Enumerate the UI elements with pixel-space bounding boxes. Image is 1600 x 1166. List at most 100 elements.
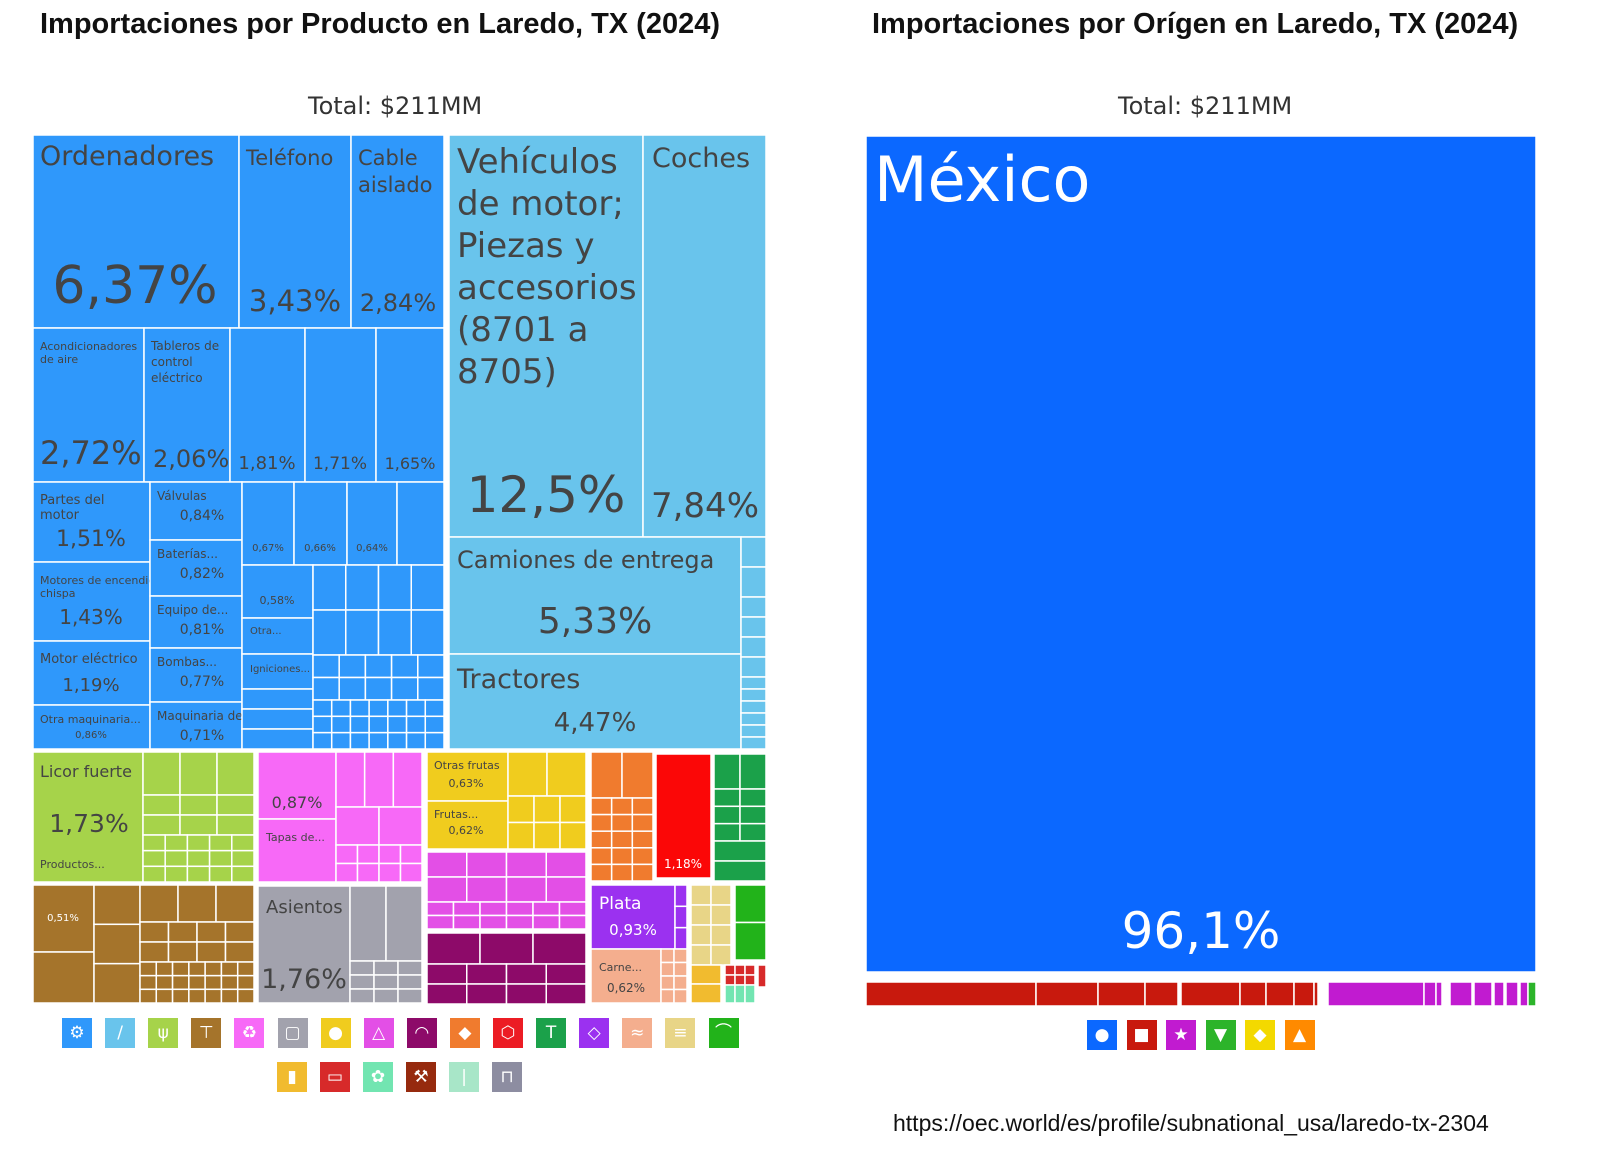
tile-instruments[interactable] [545, 963, 587, 985]
shoe-icon[interactable]: ⌒ [708, 1018, 739, 1048]
stone-icon[interactable]: ◆ [449, 1018, 480, 1048]
tile-foodstuffs[interactable] [208, 834, 233, 852]
tile-mineral[interactable] [610, 797, 634, 816]
anvil-icon[interactable]: ⊤ [191, 1018, 222, 1048]
tile-precious[interactable] [590, 884, 676, 950]
tile-chemicals[interactable] [545, 876, 587, 903]
tile-textiles[interactable] [713, 822, 741, 842]
tile-machinery[interactable] [241, 564, 314, 619]
tile-hides[interactable] [204, 974, 223, 991]
tile-vegetables[interactable] [559, 821, 587, 850]
cow-icon[interactable]: ≈ [622, 1018, 653, 1048]
tile-metals[interactable] [257, 885, 351, 1004]
tile-foodstuffs[interactable] [142, 814, 181, 836]
tile-europe[interactable] [1423, 981, 1437, 1007]
tile-machinery[interactable] [312, 676, 340, 701]
tile-machinery[interactable] [312, 654, 340, 679]
tile-hides[interactable] [167, 941, 198, 963]
tile-paper[interactable] [710, 944, 732, 966]
tile-chemicals[interactable] [426, 914, 455, 930]
tile-hides[interactable] [33, 951, 95, 1004]
tile-instruments[interactable] [505, 983, 547, 1005]
tile-vegetables[interactable] [507, 751, 548, 797]
tile-machinery[interactable] [349, 731, 370, 750]
tile-paper[interactable] [710, 904, 732, 926]
tile-asia[interactable] [1035, 981, 1099, 1007]
tile-foodstuffs[interactable] [179, 814, 218, 836]
tile-vegetables[interactable] [426, 800, 509, 850]
tile-hides[interactable] [171, 974, 190, 991]
tile-foodstuffs[interactable] [216, 751, 255, 796]
tile-arts[interactable] [757, 964, 766, 988]
tile-hides[interactable] [155, 961, 174, 977]
tile-machinery[interactable] [312, 731, 333, 750]
tile-transport[interactable] [740, 616, 766, 638]
tile-machinery[interactable] [312, 564, 347, 611]
tile-transport[interactable] [642, 135, 766, 538]
tile-hides[interactable] [93, 962, 141, 1004]
tile-machinery[interactable] [312, 715, 333, 734]
tile-machinery[interactable] [405, 731, 427, 750]
tile-chemicals[interactable] [452, 914, 481, 930]
tile-footwear[interactable] [734, 884, 766, 924]
tile-vegetables[interactable] [507, 821, 535, 850]
tile-machinery[interactable] [405, 699, 427, 718]
tile-metals[interactable] [349, 960, 375, 976]
tile-machinery[interactable] [368, 699, 389, 718]
tile-machinery[interactable] [387, 731, 408, 750]
hide-icon[interactable]: ✿ [363, 1062, 393, 1092]
tile-plastics[interactable] [363, 751, 395, 808]
europe-icon[interactable]: ★ [1166, 1020, 1196, 1050]
tile-mexico[interactable] [866, 136, 1536, 973]
tile-animal-products[interactable] [660, 988, 675, 1004]
tile-chemicals[interactable] [532, 901, 561, 917]
tile-foodstuffs[interactable] [179, 794, 218, 816]
tile-machinery[interactable] [387, 715, 408, 734]
tile-weapons[interactable] [724, 984, 736, 1004]
tile-vegetables[interactable] [507, 795, 535, 824]
tile-hides[interactable] [139, 961, 158, 977]
tile-machinery[interactable] [33, 704, 151, 750]
tile-transport[interactable] [448, 536, 742, 655]
tile-textiles[interactable] [713, 805, 741, 825]
tile-asia[interactable] [1097, 981, 1146, 1007]
tile-paper[interactable] [710, 924, 732, 946]
tile-foodstuffs[interactable] [179, 751, 218, 796]
tile-foodstuffs[interactable] [208, 865, 233, 883]
tile-machinery[interactable] [241, 688, 314, 710]
tile-machinery[interactable] [368, 731, 389, 750]
tile-vegetables[interactable] [546, 751, 587, 797]
tile-asia[interactable] [1293, 981, 1315, 1007]
tile-metals[interactable] [397, 974, 423, 990]
tile-arts[interactable] [744, 964, 756, 976]
tile-mineral[interactable] [610, 813, 634, 832]
tile-chemicals[interactable] [466, 876, 508, 903]
tile-plastics[interactable] [378, 844, 402, 865]
tile-mineral[interactable] [631, 797, 654, 816]
tile-metals[interactable] [385, 885, 423, 962]
tile-machinery[interactable] [33, 327, 145, 483]
tile-instruments[interactable] [505, 963, 547, 985]
oceania-icon[interactable]: ▲ [1284, 1020, 1315, 1050]
tile-animal-products[interactable] [673, 948, 688, 964]
tile-mineral[interactable] [631, 813, 654, 832]
tile-chemicals[interactable] [479, 901, 508, 917]
tile-transport[interactable] [740, 596, 766, 618]
tile-chemicals[interactable] [426, 876, 468, 903]
tile-precious[interactable] [674, 905, 688, 929]
tile-plastics[interactable] [378, 806, 423, 846]
tile-chemicals[interactable] [505, 876, 547, 903]
tile-hides[interactable] [139, 974, 158, 991]
tile-machinery[interactable] [330, 699, 352, 718]
tile-hides[interactable] [139, 941, 170, 963]
tile-arts[interactable] [734, 964, 746, 976]
tile-europe[interactable] [1449, 981, 1473, 1007]
tile-foodstuffs[interactable] [231, 849, 255, 868]
tile-mineral[interactable] [590, 863, 613, 882]
tile-machinery[interactable] [304, 327, 377, 483]
tile-mineral[interactable] [590, 813, 613, 832]
tile-machinery[interactable] [33, 481, 151, 563]
tile-metals[interactable] [373, 988, 399, 1004]
south-america-icon[interactable]: ▼ [1205, 1020, 1236, 1050]
tile-foodstuffs[interactable] [164, 834, 189, 852]
